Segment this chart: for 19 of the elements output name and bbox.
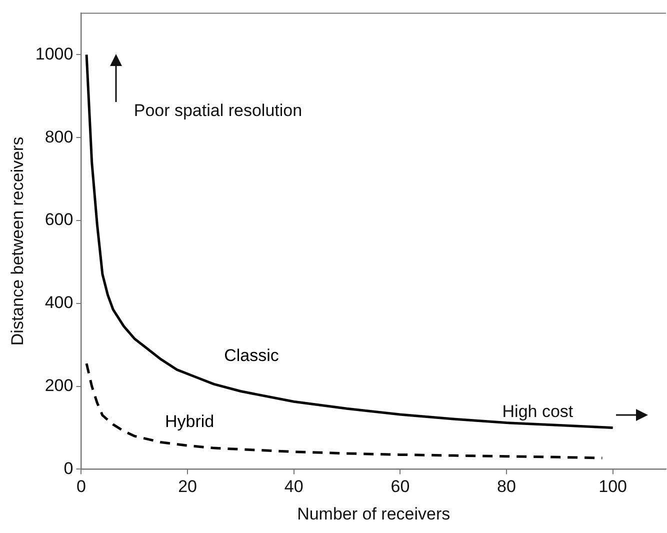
y-tick-label: 400: [44, 293, 74, 312]
y-tick-label: 600: [44, 210, 74, 230]
line-series: [85, 362, 604, 460]
y-tick-label: 800: [44, 127, 74, 146]
y-axis-title: Distance between receivers: [8, 136, 27, 346]
x-tick-label: 40: [284, 477, 304, 496]
x-tick-label: 80: [497, 477, 516, 496]
x-axis-title: Number of receivers: [297, 504, 450, 524]
series-label: Hybrid: [164, 412, 214, 431]
annotation: High cost: [502, 402, 574, 421]
y-tick-label: 0: [64, 458, 74, 478]
x-tick-label: 0: [76, 477, 86, 496]
x-tick-label: 20: [178, 477, 198, 496]
y-tick-label: 1000: [35, 44, 74, 64]
series-label: Classic: [224, 346, 280, 365]
annotation: Poor spatial resolution: [134, 100, 302, 120]
x-tick-label: 60: [390, 477, 410, 496]
x-tick-label: 100: [598, 477, 628, 496]
y-tick-label: 200: [44, 376, 74, 395]
